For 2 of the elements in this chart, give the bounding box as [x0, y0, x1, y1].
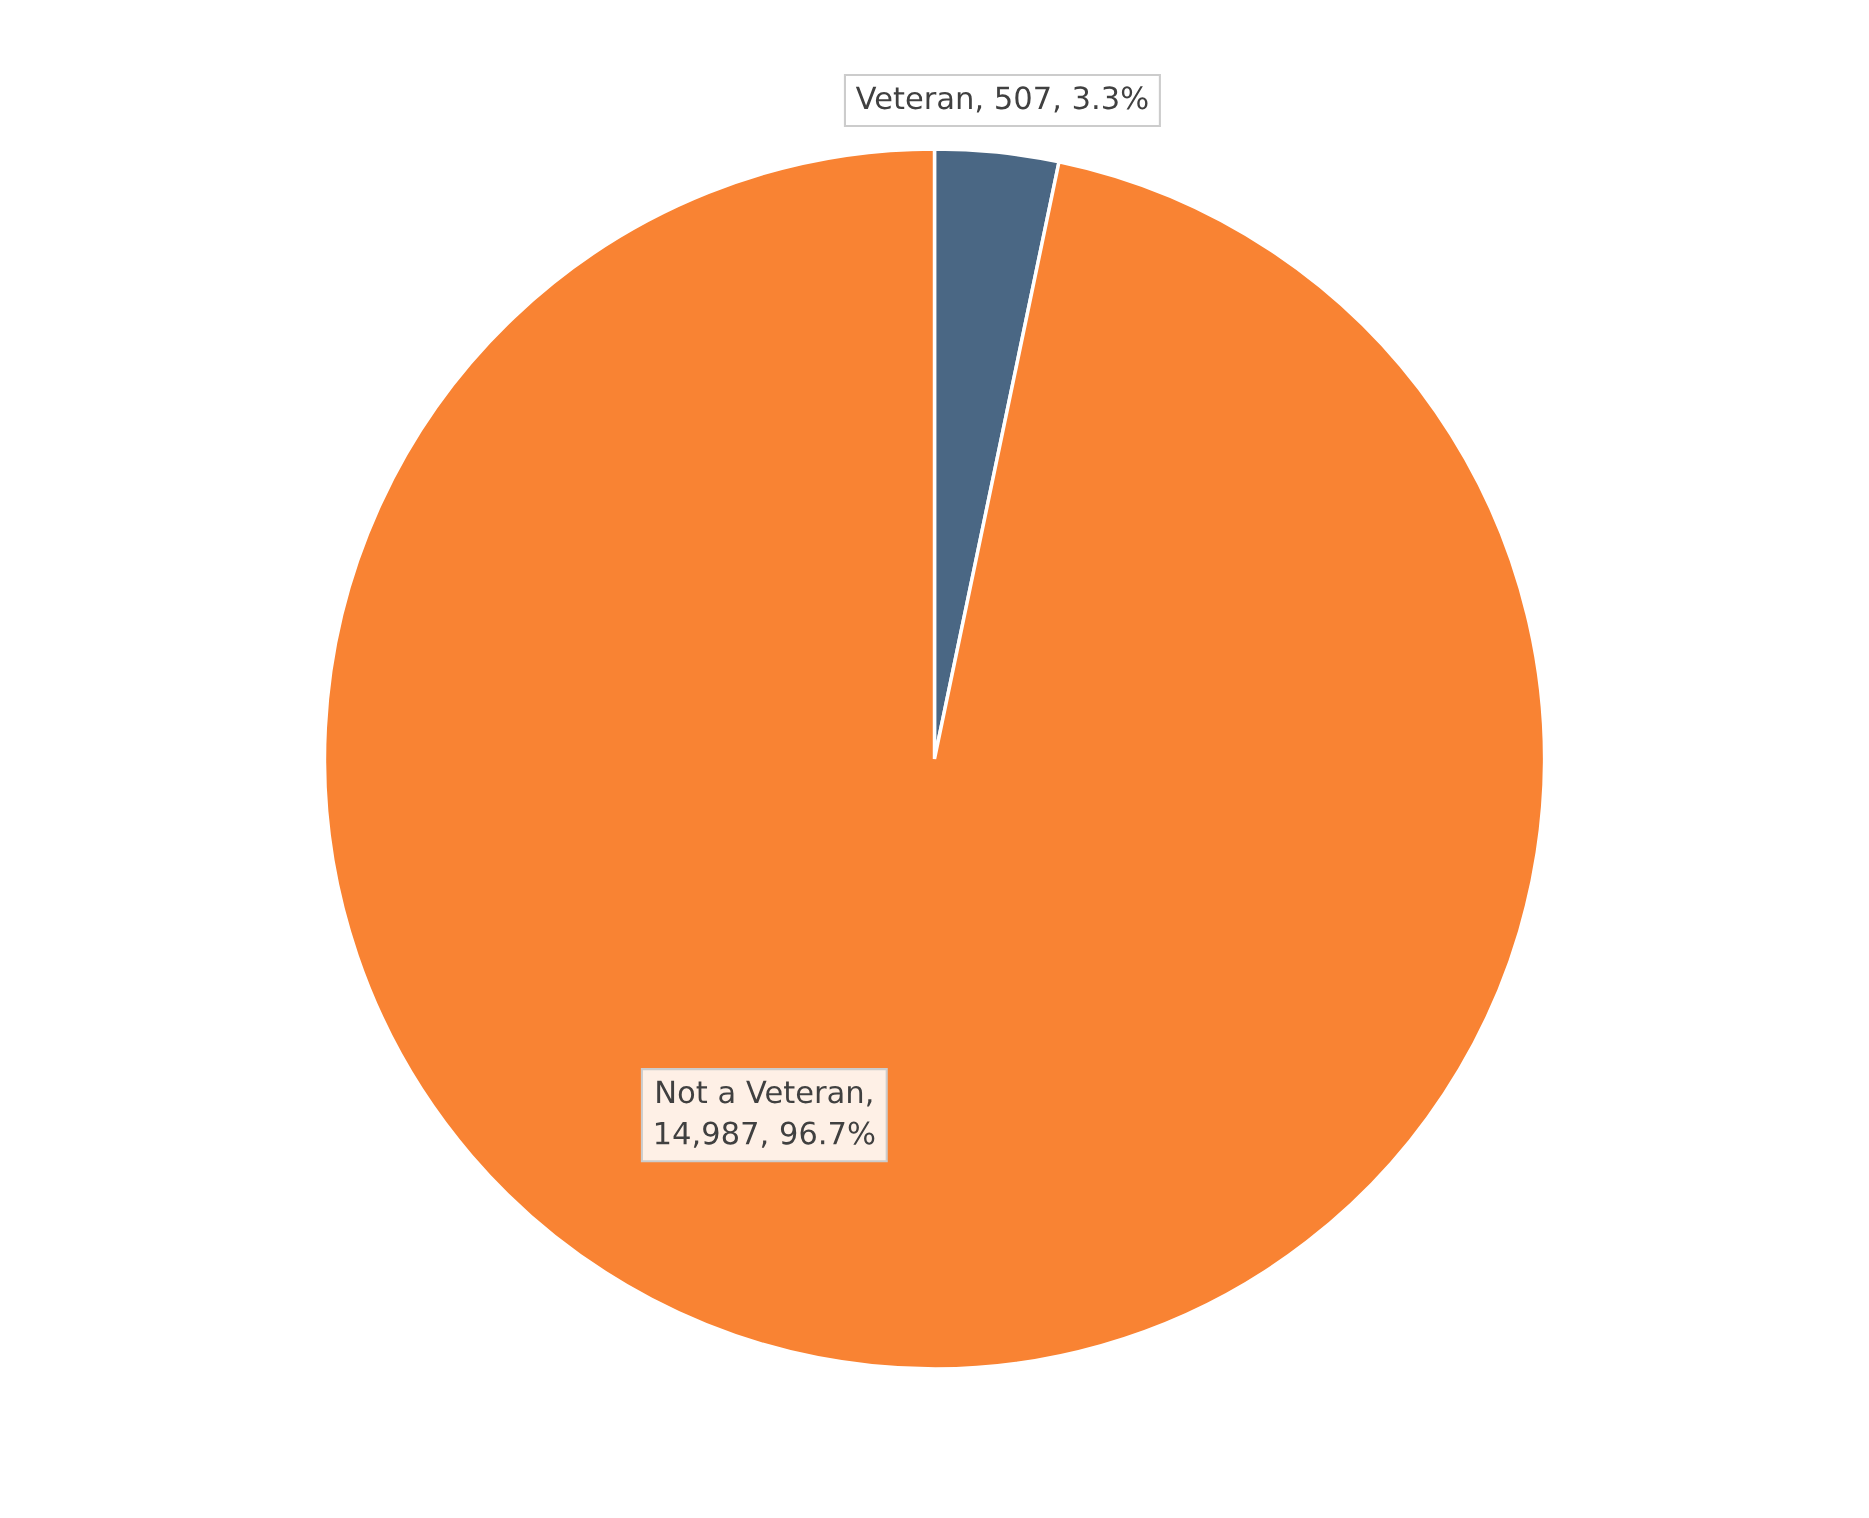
slice-label: Not a Veteran, 14,987, 96.7%	[655, 1080, 875, 1148]
slice-label: Veteran, 507, 3.3%	[855, 86, 1148, 113]
